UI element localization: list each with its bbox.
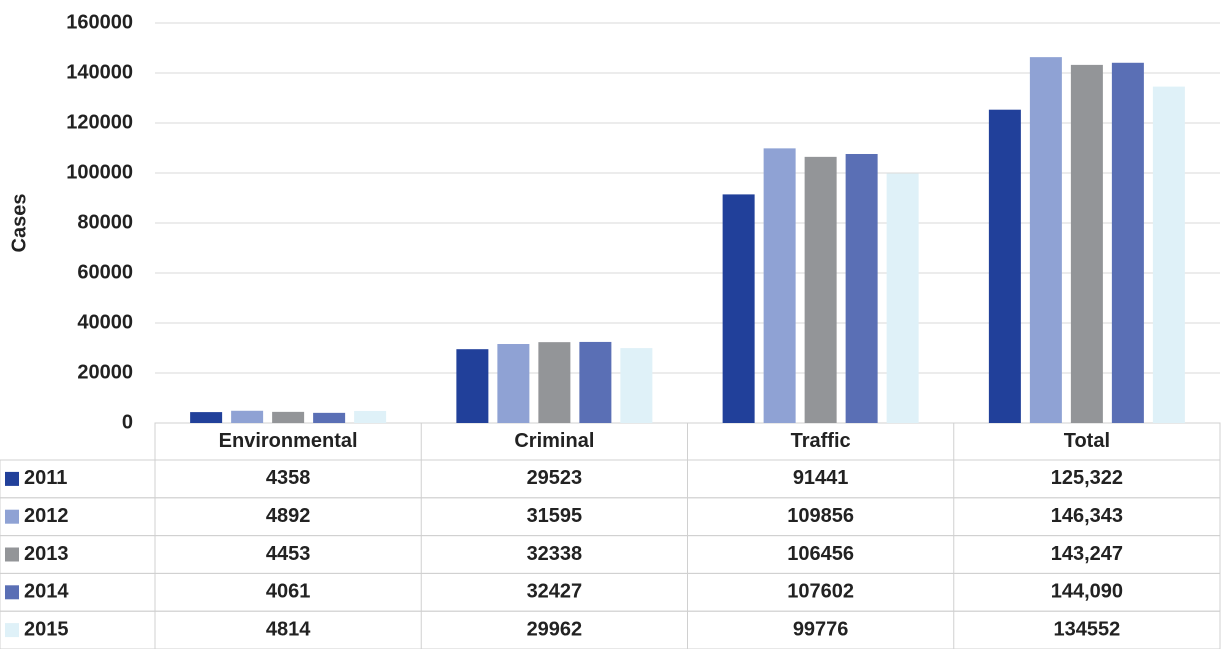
bar <box>886 173 919 423</box>
data-label: 29523 <box>527 467 583 489</box>
data-label: 107602 <box>787 581 854 603</box>
table-row <box>0 459 1221 499</box>
bar <box>538 342 571 423</box>
y-tick-label: 60000 <box>77 261 133 283</box>
bar <box>763 148 796 424</box>
bar <box>1111 62 1144 424</box>
data-label: 106456 <box>787 543 854 565</box>
legend-swatch <box>5 547 19 562</box>
y-tick-label: 100000 <box>66 161 133 183</box>
legend-swatch <box>5 471 19 486</box>
data-label: 125,322 <box>1051 467 1123 489</box>
y-tick-label: 80000 <box>77 211 133 233</box>
data-label: 99776 <box>793 618 849 640</box>
data-label: 4453 <box>266 543 311 565</box>
bar <box>620 348 653 423</box>
table-row <box>0 610 1221 649</box>
legend-label: 2011 <box>24 467 67 489</box>
legend-label: 2012 <box>24 505 69 527</box>
data-label: 109856 <box>787 505 854 527</box>
data-label: 146,343 <box>1051 505 1123 527</box>
data-label: 91441 <box>793 467 849 489</box>
legend-label: 2015 <box>24 618 69 640</box>
bar <box>1152 86 1185 424</box>
bar <box>1070 64 1103 423</box>
x-tick-label: Total <box>1064 430 1110 452</box>
data-label: 4358 <box>266 467 311 489</box>
y-tick-label: 40000 <box>77 311 133 333</box>
table-row <box>0 572 1221 612</box>
legend-label: 2013 <box>24 543 69 565</box>
legend-label: 2014 <box>24 581 69 603</box>
bar <box>231 410 264 423</box>
x-tick-label: Environmental <box>219 430 358 452</box>
legend-swatch <box>5 509 19 524</box>
bar <box>272 411 305 423</box>
table-row <box>0 535 1221 574</box>
x-tick-label: Traffic <box>791 430 851 452</box>
data-label: 144,090 <box>1051 581 1123 603</box>
bar <box>456 349 489 423</box>
bar <box>804 156 837 424</box>
bar <box>497 344 530 423</box>
data-label: 4814 <box>266 618 311 640</box>
data-label: 4061 <box>266 581 311 603</box>
bar <box>1029 57 1062 424</box>
data-label: 32338 <box>527 543 583 565</box>
table-row <box>0 497 1221 537</box>
data-label: 134552 <box>1054 618 1121 640</box>
y-tick-label: 160000 <box>66 11 133 33</box>
data-label: 32427 <box>527 581 583 603</box>
legend-swatch <box>5 623 19 638</box>
data-label: 4892 <box>266 505 311 527</box>
legend-swatch <box>5 585 19 600</box>
x-tick-label: Criminal <box>514 430 594 452</box>
bar <box>354 410 387 423</box>
y-tick-label: 0 <box>122 411 133 433</box>
bar <box>988 109 1021 423</box>
bar <box>722 194 755 423</box>
bar <box>190 412 223 423</box>
bar <box>579 341 612 423</box>
bar <box>313 412 346 423</box>
y-axis-label: Cases <box>8 194 30 253</box>
data-label: 143,247 <box>1051 543 1123 565</box>
data-label: 31595 <box>527 505 583 527</box>
y-tick-label: 120000 <box>66 111 133 133</box>
bar <box>845 153 878 423</box>
data-label: 29962 <box>527 618 583 640</box>
y-tick-label: 20000 <box>77 361 133 383</box>
y-tick-label: 140000 <box>66 61 133 83</box>
